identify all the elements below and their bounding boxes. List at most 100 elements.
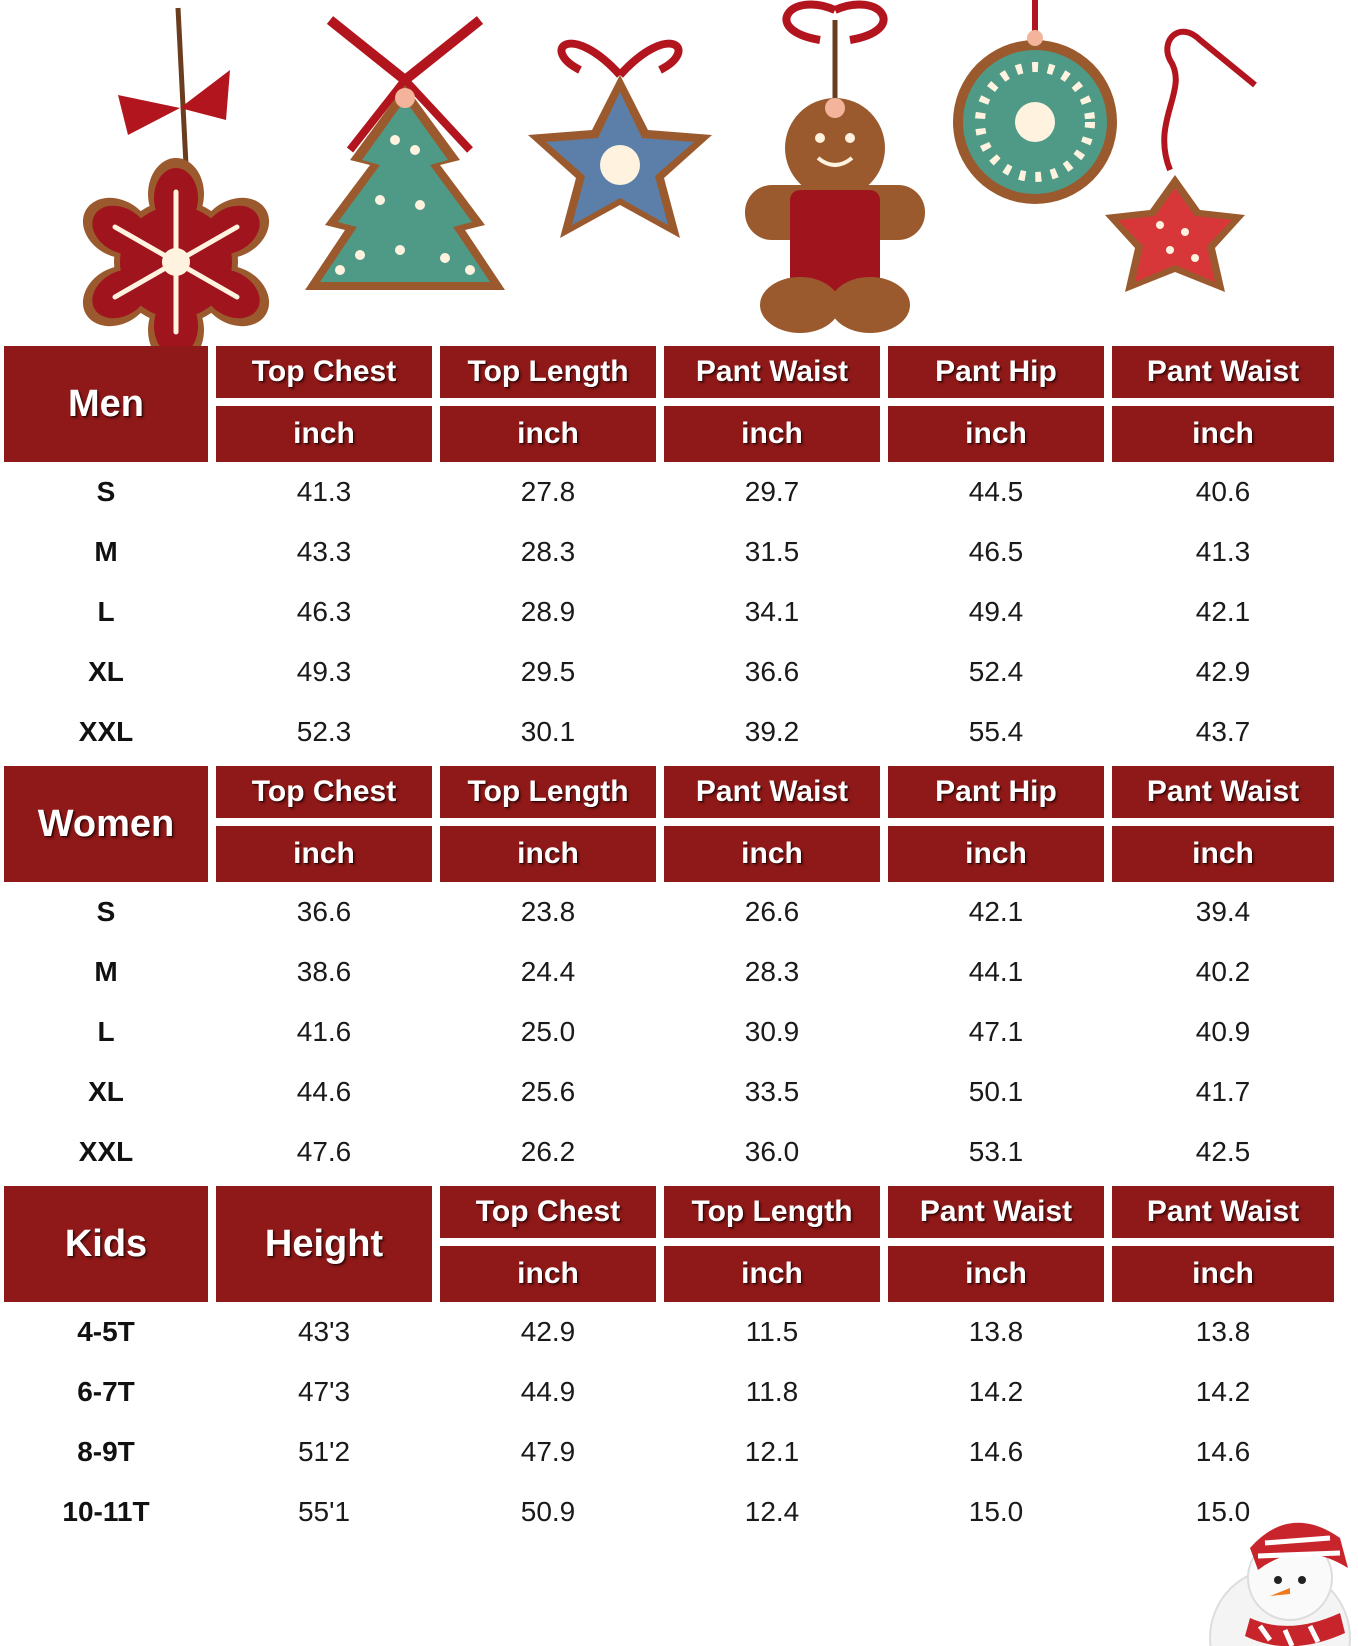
size-label: XL [88,656,124,687]
height-label: Height [216,1186,432,1302]
table-cell: 42.1 [968,896,1024,927]
unit-label: inch [664,406,880,462]
table-cell: 26.2 [520,1136,576,1167]
column-header: Pant Waist [1112,1186,1334,1238]
table-cell: 44.5 [968,476,1024,507]
table-row: S 41.3 27.8 29.7 44.5 40.6 [4,462,1334,522]
men-header: Men Top Chest Top Length Pant Waist Pant… [4,346,1334,462]
women-size-table: Women Top Chest Top Length Pant Waist Pa… [4,766,1334,1182]
snowman-icon [1209,1522,1351,1646]
column-header: Top Chest [216,766,432,818]
column-header: Pant Waist [664,346,880,398]
table-cell: 36.6 [296,896,352,927]
table-row: 4-5T 43'3 42.9 11.5 13.8 13.8 [4,1302,1334,1362]
kids-header: Kids Height Top Chest Top Length Pant Wa… [4,1186,1334,1302]
table-cell: 44.9 [520,1376,576,1407]
table-cell: 31.5 [744,536,800,567]
table-cell: 42.9 [1195,656,1251,687]
table-cell: 23.8 [520,896,576,927]
column-header: Pant Waist [888,1186,1104,1238]
table-cell: 36.6 [744,656,800,687]
table-cell: 52.3 [296,716,352,747]
height-cell: 55'1 [297,1496,351,1527]
table-cell: 47.1 [968,1016,1024,1047]
table-cell: 12.1 [744,1436,800,1467]
table-cell: 12.4 [744,1496,800,1527]
ornament-banner [82,0,1257,350]
men-size-table: Men Top Chest Top Length Pant Waist Pant… [4,346,1334,762]
unit-label: inch [1112,406,1334,462]
table-cell: 30.1 [520,716,576,747]
table-row: M 38.6 24.4 28.3 44.1 40.2 [4,942,1334,1002]
column-header: Pant Waist [1112,346,1334,398]
table-cell: 14.6 [968,1436,1024,1467]
table-row: M 43.3 28.3 31.5 46.5 41.3 [4,522,1334,582]
table-row: XXL 47.6 26.2 36.0 53.1 42.5 [4,1122,1334,1182]
table-cell: 44.1 [968,956,1024,987]
column-header: Top Length [664,1186,880,1238]
table-cell: 43.3 [296,536,352,567]
table-row: 8-9T 51'2 47.9 12.1 14.6 14.6 [4,1422,1334,1482]
column-header: Pant Hip [888,766,1104,818]
size-label: S [96,896,116,927]
table-cell: 14.6 [1195,1436,1251,1467]
table-cell: 25.6 [520,1076,576,1107]
unit-label: inch [216,406,432,462]
unit-label: inch [440,826,656,882]
table-cell: 36.0 [744,1136,800,1167]
table-cell: 46.5 [968,536,1024,567]
column-header: Pant Waist [664,766,880,818]
table-cell: 52.4 [968,656,1024,687]
table-cell: 40.9 [1195,1016,1251,1047]
table-cell: 27.8 [520,476,576,507]
table-cell: 46.3 [296,596,352,627]
table-cell: 26.6 [744,896,800,927]
unit-label: inch [440,1246,656,1302]
size-label: M [94,956,118,987]
column-header: Pant Waist [1112,766,1334,818]
table-cell: 11.5 [745,1316,799,1347]
table-cell: 40.2 [1195,956,1251,987]
women-header: Women Top Chest Top Length Pant Waist Pa… [4,766,1334,882]
height-cell: 43'3 [297,1316,351,1347]
table-cell: 25.0 [520,1016,576,1047]
table-row: XXL 52.3 30.1 39.2 55.4 43.7 [4,702,1334,762]
height-cell: 47'3 [297,1376,351,1407]
small-star-cookie-icon [1105,28,1257,292]
gingerbread-man-icon [745,0,925,333]
table-row: XL 49.3 29.5 36.6 52.4 42.9 [4,642,1334,702]
kids-label: Kids [4,1186,208,1302]
table-cell: 49.3 [296,656,352,687]
table-cell: 41.6 [296,1016,352,1047]
column-header: Top Chest [216,346,432,398]
men-label: Men [4,346,208,462]
column-header: Pant Hip [888,346,1104,398]
table-cell: 34.1 [744,596,800,627]
table-cell: 14.2 [1195,1376,1251,1407]
table-cell: 41.3 [296,476,352,507]
table-row: S 36.6 23.8 26.6 42.1 39.4 [4,882,1334,942]
table-cell: 47.9 [520,1436,576,1467]
size-label: L [97,1016,115,1047]
size-label: S [96,476,116,507]
column-header: Top Length [440,766,656,818]
table-cell: 43.7 [1195,716,1251,747]
table-cell: 39.2 [744,716,800,747]
table-cell: 29.5 [520,656,576,687]
size-label: XL [88,1076,124,1107]
star-cookie-icon [528,39,712,238]
table-row: 10-11T 55'1 50.9 12.4 15.0 15.0 [4,1482,1334,1542]
size-label: 6-7T [77,1376,135,1407]
table-cell: 14.2 [968,1376,1024,1407]
table-cell: 13.8 [968,1316,1024,1347]
table-cell: 42.1 [1195,596,1251,627]
size-label: L [97,596,115,627]
unit-label: inch [1112,826,1334,882]
height-cell: 51'2 [297,1436,351,1467]
size-label: M [94,536,118,567]
size-label: 10-11T [62,1496,150,1527]
kids-size-table: Kids Height Top Chest Top Length Pant Wa… [4,1186,1334,1542]
table-cell: 38.6 [296,956,352,987]
table-cell: 28.3 [744,956,800,987]
unit-label: inch [888,1246,1104,1302]
